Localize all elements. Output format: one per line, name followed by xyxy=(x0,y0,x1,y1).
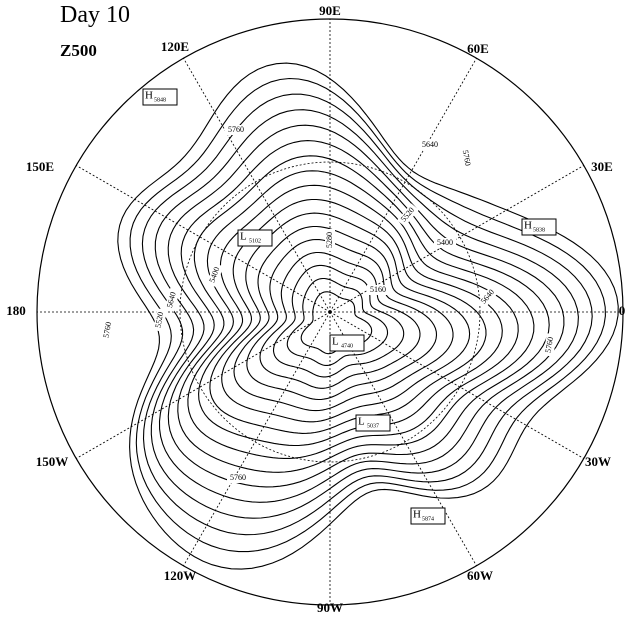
extremum-type: L xyxy=(240,231,247,243)
extremum-value: 5848 xyxy=(154,97,166,103)
longitude-label: 30W xyxy=(585,454,611,469)
contour-label: 5760 xyxy=(228,125,244,134)
map: 90E 60E 30E 0 30W 60W 90W 120W 150W 180 150E 120E 57… xyxy=(0,0,629,618)
extremum-value: 5102 xyxy=(249,238,261,244)
longitude-label: 90W xyxy=(317,600,343,615)
longitude-label: 60W xyxy=(467,568,493,583)
extremum-type: H xyxy=(145,90,153,102)
extremum-type: L xyxy=(358,416,365,428)
contour-label: 5640 xyxy=(422,140,438,149)
longitude-label: 120E xyxy=(161,39,189,54)
extremum-value: 5838 xyxy=(533,227,545,233)
longitude-label: 150W xyxy=(36,454,69,469)
longitude-label: 0 xyxy=(619,303,626,318)
contour-label: 5280 xyxy=(325,232,334,248)
extremum-type: H xyxy=(524,220,532,232)
extremum-type: H xyxy=(413,509,421,521)
contour-label: 5400 xyxy=(437,238,453,247)
title: Day 10 xyxy=(60,2,130,28)
extremum-type: L xyxy=(332,336,339,348)
longitude-label: 120W xyxy=(164,568,197,583)
longitude-label: 60E xyxy=(467,41,489,56)
background xyxy=(0,0,629,618)
extremum-value: 5037 xyxy=(367,423,379,429)
longitude-label: 90E xyxy=(319,3,341,18)
extremum-value: 5874 xyxy=(422,516,434,522)
contour-label: 5760 xyxy=(230,473,246,482)
longitude-label: 150E xyxy=(26,159,54,174)
longitude-label: 30E xyxy=(591,159,613,174)
extremum-value: 4740 xyxy=(341,343,353,349)
contour-label: 5160 xyxy=(370,285,386,294)
longitude-label: 180 xyxy=(6,303,26,318)
subtitle: Z500 xyxy=(60,41,97,60)
